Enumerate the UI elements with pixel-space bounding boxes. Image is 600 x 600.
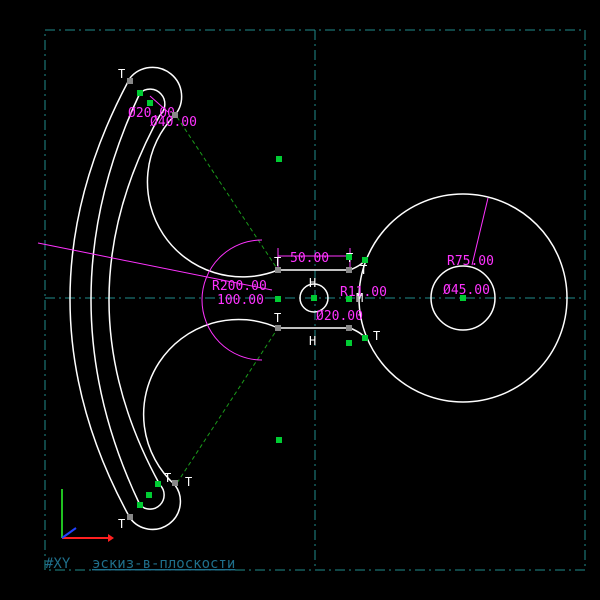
tangent-marker-left-top: T [274, 255, 281, 269]
dim-rad-200[interactable]: R200.00 [212, 279, 267, 294]
sketch-geometry[interactable] [69, 66, 568, 531]
tangent-marker-r11-bottom: T [373, 329, 380, 343]
tangent-marker-top: T [118, 67, 125, 81]
control-point[interactable] [172, 112, 178, 118]
z-axis-arrow [61, 527, 77, 539]
dimension-graphics [37, 95, 489, 361]
control-point[interactable] [346, 267, 352, 273]
control-point[interactable] [146, 492, 152, 498]
bottom-inner-cap[interactable] [139, 484, 165, 510]
tangent-marker-bottom: T [118, 517, 125, 531]
tangent-marker-bottom-inner: T [164, 471, 171, 485]
middle-arc[interactable] [90, 92, 141, 506]
large-inner-circle[interactable] [430, 265, 496, 331]
control-point[interactable] [276, 156, 282, 162]
bottom-fillet-arc[interactable] [142, 318, 279, 486]
x-axis-arrowhead [108, 534, 114, 542]
dim-dia-top-40[interactable]: Ø40.00 [150, 115, 197, 130]
control-point[interactable] [346, 340, 352, 346]
control-point[interactable] [172, 480, 178, 486]
dashed-link-top [176, 116, 279, 271]
control-point[interactable] [147, 100, 153, 106]
outer-arc[interactable] [69, 77, 131, 519]
control-point[interactable] [346, 296, 352, 302]
dim-angle-100[interactable]: 100.00 [217, 293, 264, 308]
statusbar: #XY эскиз-в-плоскости [45, 556, 235, 572]
mode-label: эскиз-в-плоскости [92, 556, 235, 572]
tangent-marker-bottom-fillet: T [185, 475, 192, 489]
dim-dia-45[interactable]: Ø45.00 [443, 283, 490, 298]
dim-rad-75[interactable]: R75.00 [447, 254, 494, 269]
inner-arc[interactable] [108, 114, 161, 486]
xyz-axis-icon [61, 489, 114, 542]
control-point[interactable] [460, 295, 466, 301]
dim-len-50[interactable]: 50.00 [290, 251, 329, 266]
dashed-links [176, 116, 279, 484]
horizontal-marker-bottom: H [309, 334, 316, 348]
horizontal-marker-top: H [309, 276, 316, 290]
dashed-link-bottom [176, 327, 279, 484]
control-point[interactable] [127, 78, 133, 84]
dimension-labels: Ø20.00 Ø40.00 50.00 R200.00 100.00 R11.0… [128, 106, 494, 324]
dim-dia-bottom-20[interactable]: Ø20.00 [316, 309, 363, 324]
control-point[interactable] [346, 325, 352, 331]
control-points[interactable] [127, 78, 466, 520]
control-point[interactable] [362, 335, 368, 341]
angle100-arc [201, 239, 263, 361]
tangent-marker-left-bottom: T [274, 311, 281, 325]
control-point[interactable] [346, 254, 352, 260]
control-point[interactable] [137, 90, 143, 96]
plane-label: #XY [45, 556, 71, 572]
control-point[interactable] [276, 437, 282, 443]
top-inner-cap[interactable] [139, 88, 166, 116]
center-hole-circle[interactable] [299, 283, 329, 313]
tangent-marker-r11-top: T [360, 263, 367, 277]
r75-leader [471, 197, 489, 266]
bottom-end-cap[interactable] [129, 484, 182, 531]
top-end-cap[interactable] [129, 66, 183, 116]
dim-dia-top-20[interactable]: Ø20.00 [128, 106, 175, 121]
r200-leader [37, 242, 273, 291]
control-point[interactable] [155, 481, 161, 487]
control-point[interactable] [275, 325, 281, 331]
control-point[interactable] [127, 514, 133, 520]
control-point[interactable] [275, 296, 281, 302]
top-fillet-arc[interactable] [146, 114, 279, 278]
control-point[interactable] [137, 502, 143, 508]
control-point[interactable] [311, 295, 317, 301]
midpoint-marker: M [356, 291, 363, 305]
large-circle[interactable] [358, 193, 568, 403]
control-point[interactable] [275, 267, 281, 273]
control-point[interactable] [362, 257, 368, 263]
dia40-leader [149, 95, 169, 113]
